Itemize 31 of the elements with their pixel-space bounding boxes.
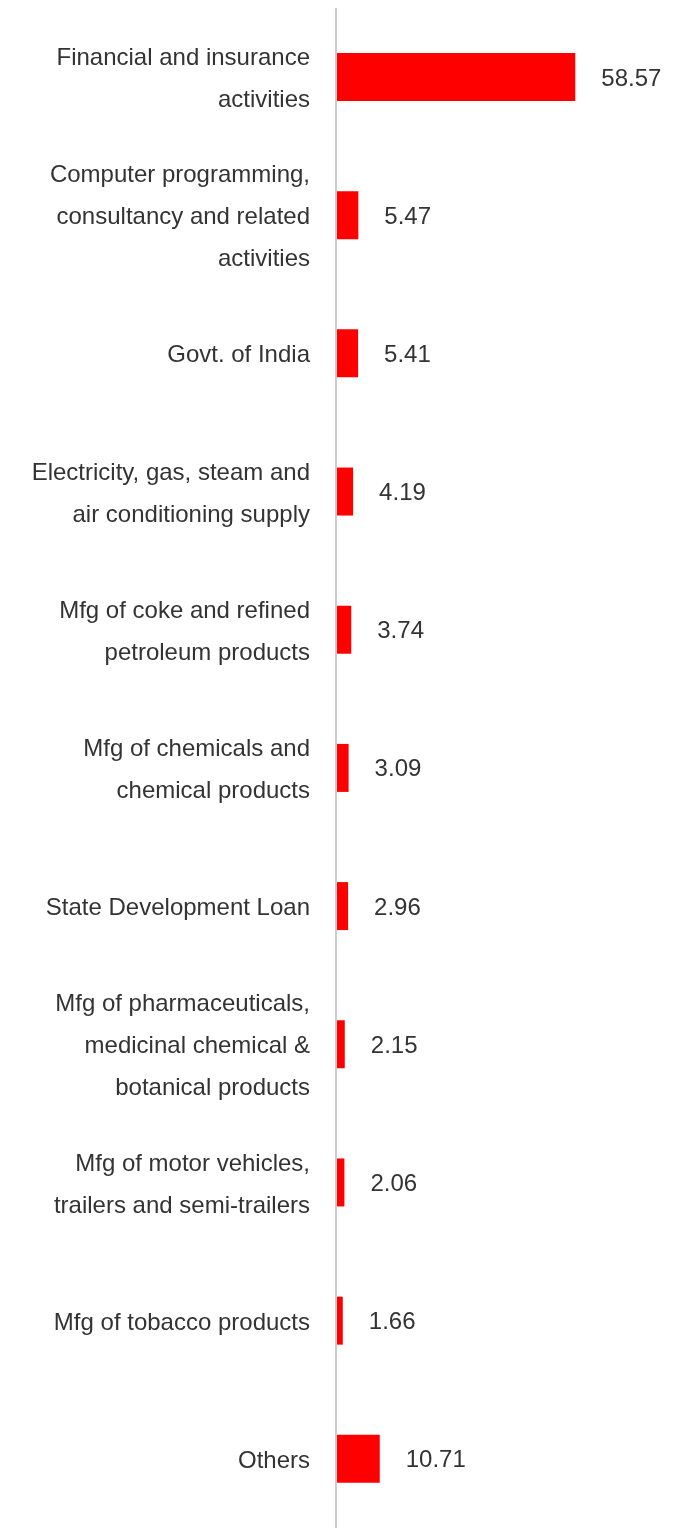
- bar: [336, 1434, 380, 1483]
- y-tick-label: Mfg of motor vehicles, trailers and semi-trailers: [53, 1148, 310, 1218]
- y-tick-label: Govt. of India: [167, 339, 311, 367]
- data-label: 58.57: [601, 63, 662, 91]
- data-label: 5.47: [384, 201, 432, 229]
- bar: [336, 1020, 345, 1069]
- y-tick-label: State Development Loan: [45, 892, 310, 920]
- bar: [336, 467, 354, 516]
- y-tick-label: Mfg of pharmaceuticals, medicinal chemical & botanical products: [55, 988, 310, 1100]
- bar: [336, 882, 349, 931]
- data-label: 4.19: [379, 478, 426, 506]
- y-tick-label: Electricity, gas, steam and air conditioning supply: [31, 457, 310, 527]
- y-tick-label: Others: [237, 1445, 310, 1473]
- data-label: 3.74: [377, 616, 424, 644]
- data-label: 2.96: [374, 892, 421, 920]
- data-label: 1.66: [368, 1307, 416, 1335]
- data-label: 5.41: [384, 339, 431, 367]
- y-tick-label: Mfg of coke and refined petroleum products: [59, 595, 310, 665]
- y-tick-label: Computer programming, consultancy and related activities: [49, 159, 310, 271]
- bar: [336, 53, 576, 101]
- data-label: 2.06: [370, 1168, 418, 1196]
- bar: [336, 605, 352, 654]
- data-label: 2.15: [370, 1030, 418, 1058]
- y-tick-label: Mfg of tobacco products: [53, 1307, 310, 1335]
- bar: [336, 191, 359, 240]
- data-label: 10.71: [405, 1445, 466, 1473]
- bar: [336, 743, 349, 792]
- y-tick-label: Financial and insurance activities: [56, 42, 310, 112]
- data-label: 3.09: [374, 754, 422, 782]
- y-tick-label: Mfg of chemicals and chemical products: [83, 733, 310, 803]
- bar: [336, 329, 359, 378]
